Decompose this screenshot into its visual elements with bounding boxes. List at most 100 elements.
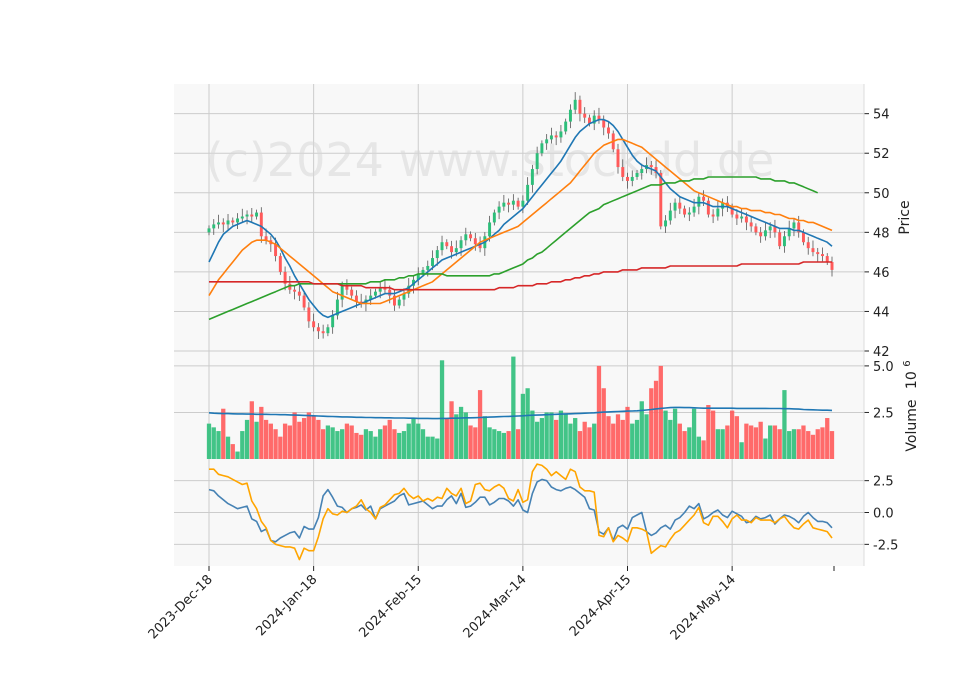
candle-body <box>578 99 582 114</box>
volume-bar <box>501 432 506 459</box>
candle-body <box>421 269 425 274</box>
candle-body <box>545 139 549 144</box>
volume-bar <box>820 427 825 459</box>
candle-body <box>312 321 316 328</box>
volume-bar <box>359 434 364 459</box>
candle-body <box>297 291 301 296</box>
volume-bar <box>530 410 535 459</box>
candle-body <box>530 169 534 185</box>
candle-body <box>797 222 801 233</box>
volume-bar <box>725 425 730 459</box>
candle-body <box>464 234 468 241</box>
volume-average-line <box>208 406 833 420</box>
volume-bar <box>687 427 692 459</box>
volume-bar <box>363 429 369 459</box>
volume-bar <box>672 408 678 459</box>
volume-bar <box>815 429 820 459</box>
volume-bar <box>592 423 597 459</box>
volume-bar <box>282 423 288 459</box>
volume-bar <box>477 390 483 459</box>
volume-bar <box>473 427 478 459</box>
candle-body <box>431 258 434 266</box>
candle-body <box>716 208 720 217</box>
candle-body <box>659 173 663 227</box>
candle-body <box>664 220 668 227</box>
volume-bar <box>587 427 592 459</box>
candle-body <box>245 214 249 217</box>
volume-bar <box>668 419 673 459</box>
candle-body <box>597 115 601 120</box>
volume-bar <box>630 423 635 459</box>
volume-axis-title-exponent: 6 <box>902 360 913 366</box>
volume-bar <box>449 401 454 459</box>
candle-body <box>278 256 282 272</box>
candle-body <box>397 299 401 306</box>
x-tick-label: 2023-Dec-18 <box>146 572 216 642</box>
candle-body <box>488 222 492 237</box>
candle-body <box>521 200 525 207</box>
volume-bar <box>411 418 416 459</box>
volume-bar <box>206 423 212 459</box>
volume-bar <box>325 425 331 459</box>
candle-body <box>778 232 782 247</box>
volume-bar <box>810 434 816 459</box>
volume-bar <box>511 356 516 459</box>
candle-body <box>302 295 306 308</box>
candle-body <box>478 244 482 249</box>
candle-body <box>250 214 254 217</box>
volume-bar <box>430 436 435 459</box>
volume-bar <box>401 431 407 459</box>
candle-body <box>369 295 373 300</box>
candle-body <box>816 252 820 255</box>
volume-bar <box>235 451 240 459</box>
candle-body <box>378 287 382 292</box>
volume-bar <box>825 418 830 459</box>
volume-bar <box>301 418 307 459</box>
gridlines <box>174 84 864 566</box>
volume-bar <box>240 431 245 459</box>
x-tick-label: 2024-May-14 <box>668 572 739 643</box>
volume-bar <box>772 425 778 459</box>
candle-body <box>654 167 658 173</box>
volume-bar <box>496 431 502 459</box>
volume-bar <box>406 423 411 459</box>
volume-bar <box>658 365 663 459</box>
candle-body <box>587 117 591 124</box>
volume-bar <box>382 425 388 459</box>
candle-body <box>264 236 268 241</box>
volume-bar <box>482 416 487 459</box>
candle-body <box>459 240 463 249</box>
candle-body <box>359 301 363 304</box>
volume-bar <box>549 412 554 459</box>
volume-bar <box>806 431 811 459</box>
candle-body <box>806 242 810 249</box>
volume-bar <box>349 425 354 459</box>
volume-bar <box>777 429 782 459</box>
volume-bar <box>663 410 668 459</box>
candle-body <box>744 216 748 223</box>
candle-body <box>621 167 625 177</box>
candle-body <box>316 327 320 332</box>
volume-bar <box>373 436 378 459</box>
candle-body <box>469 234 473 239</box>
volume-bar <box>468 425 473 459</box>
candle-body <box>773 226 777 233</box>
candle-body <box>592 115 596 124</box>
volume-bar <box>644 414 649 459</box>
candle-body <box>602 119 606 128</box>
candle-body <box>226 220 230 225</box>
volume-bar <box>763 438 768 459</box>
volume-bar <box>768 425 773 459</box>
candle-body <box>217 222 220 225</box>
candle-body <box>502 202 506 207</box>
oscillator-y-tick-label: 2.5 <box>873 475 894 490</box>
volume-bar <box>230 444 235 459</box>
candle-body <box>730 206 734 215</box>
candle-body <box>616 149 620 168</box>
watermark-text: (c)2024 www.stockdd.de <box>206 133 775 187</box>
candle-body <box>207 228 211 233</box>
volume-bar <box>611 423 616 459</box>
candle-body <box>350 289 354 296</box>
price-y-tick-label: 42 <box>873 345 890 360</box>
